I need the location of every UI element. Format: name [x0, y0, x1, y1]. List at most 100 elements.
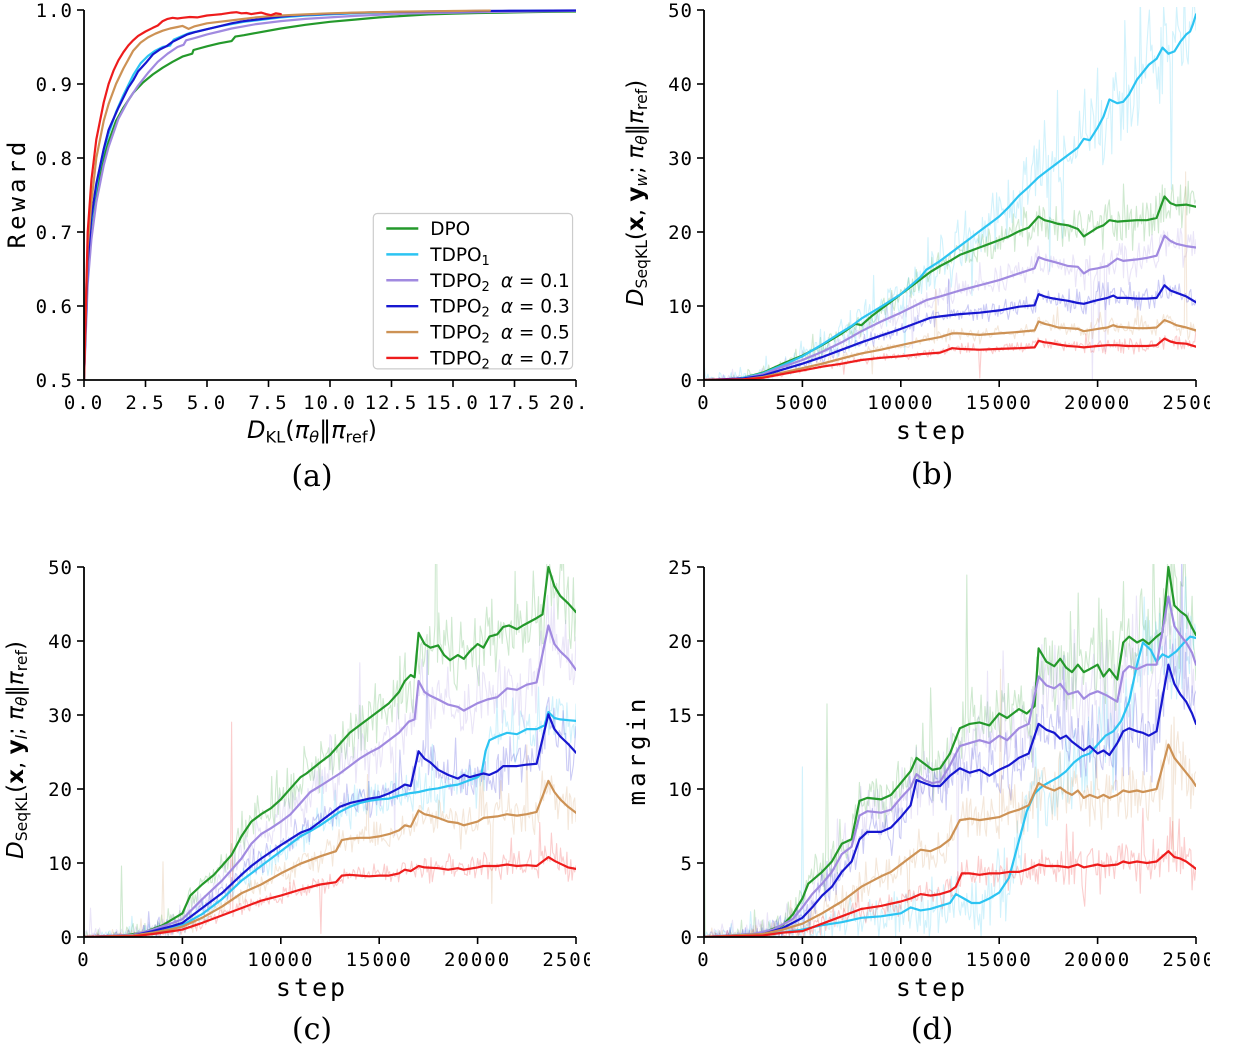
x-tick-label: 20000: [444, 949, 511, 971]
label-segment: ‖: [622, 124, 649, 136]
label-segment: ref: [345, 427, 368, 447]
y-axis-label-c: DSeqKL(x, yl; πθ‖πref): [3, 641, 31, 859]
y-axis-label-box-a: Reward: [0, 0, 34, 420]
x-tick-label: 25000: [1162, 392, 1210, 414]
label-segment: ref: [12, 650, 32, 672]
plot-row-b: DSeqKL(x, yw; πθ‖πref) 0 5000 10000 15000 20…: [620, 0, 1210, 420]
x-tick-label: 20.0: [549, 392, 590, 414]
x-tick-label: 10000: [867, 392, 934, 414]
legend-label: DPO: [430, 219, 470, 240]
label-segment: ref: [632, 88, 652, 111]
y-axis-label-box-b: DSeqKL(x, yw; πθ‖πref): [620, 0, 654, 420]
y-axis-label-b: DSeqKL(x, yw; πθ‖πref): [623, 80, 651, 306]
x-tick-label: 10000: [867, 949, 934, 971]
x-tick-label: 0: [77, 949, 90, 971]
label-segment: ): [2, 641, 29, 651]
x-tick-label: 12.5: [365, 392, 419, 414]
label-segment: D: [246, 416, 266, 444]
y-tick-label: 0.8: [36, 148, 73, 170]
label-segment: π: [331, 416, 346, 444]
y-tick-label: 50: [48, 557, 73, 579]
label-segment: KL: [265, 427, 286, 447]
label-segment: (: [2, 784, 29, 794]
label-segment: θ: [632, 135, 652, 146]
label-segment: θ: [12, 696, 32, 707]
x-tick-label: 15000: [966, 949, 1033, 971]
x-tick-label: 25000: [542, 949, 590, 971]
y-tick-label: 40: [48, 631, 73, 653]
label-segment: step: [895, 416, 969, 445]
label-segment: x: [622, 216, 649, 232]
label-segment: l: [12, 735, 32, 740]
panel-caption-a: (a): [291, 458, 333, 494]
y-tick-label: 0: [681, 927, 693, 949]
chart-c-canvas: 0 5000 10000 15000 20000 25000 0 10 20 30 40 50: [48, 557, 590, 971]
y-tick-label: 30: [668, 148, 693, 170]
y-tick-label: 20: [668, 631, 693, 653]
label-segment: ;: [2, 720, 29, 736]
x-tick-label: 7.5: [248, 392, 288, 414]
y-tick-label: 0.9: [36, 74, 73, 96]
plot-row-a: Reward 0.02.55.07.510.012.515.017.520.00…: [0, 0, 590, 420]
chart-a-canvas: 0.0 2.5 5.0 7.5 10.0 12.5 15.0 17.5 20.0 0.5 0.6 0.…: [36, 0, 590, 414]
y-axis-label-box-c: DSeqKL(x, yl; πθ‖πref): [0, 557, 34, 977]
x-axis-label-d: step: [654, 973, 1210, 1002]
label-segment: margin: [623, 694, 651, 806]
panel-c: DSeqKL(x, yl; πθ‖πref) 0 5000 10000 15000 20…: [0, 515, 620, 1047]
y-tick-label: 50: [668, 0, 693, 22]
x-tick-label: 0.0: [64, 392, 104, 414]
legend-label: TDPO2 α = 0.7: [429, 348, 569, 372]
y-axis-label-a: Reward: [3, 138, 31, 249]
legend-label: TDPO2 α = 0.1: [429, 271, 569, 295]
y-tick-label: 30: [48, 705, 73, 727]
label-segment: w: [632, 174, 652, 187]
x-axis-label-b: step: [654, 416, 1210, 445]
y-tick-label: 0.7: [36, 222, 73, 244]
y-tick-label: 10: [668, 296, 693, 318]
x-tick-label: 15.0: [426, 392, 480, 414]
panel-d: margin 0 5000 10000 15000 20000 25000 0 5 10 15 20…: [620, 515, 1242, 1047]
legend-label: TDPO2 α = 0.3: [429, 297, 569, 321]
label-segment: y: [2, 739, 29, 755]
label-segment: π: [2, 671, 29, 686]
label-segment: ): [367, 416, 378, 444]
x-tick-label: 0: [697, 949, 710, 971]
label-segment: θ: [309, 427, 320, 447]
x-axis-label-c: step: [34, 973, 590, 1002]
label-segment: D: [2, 841, 29, 860]
x-tick-label: 10.0: [303, 392, 357, 414]
label-segment: SeqKL: [12, 793, 32, 842]
y-axis-label-d: margin: [623, 695, 651, 806]
panel-caption-d: (d): [910, 1012, 954, 1047]
label-segment: π: [294, 416, 310, 444]
label-segment: π: [622, 110, 649, 125]
x-tick-label: 15000: [966, 392, 1033, 414]
legend-label: TDPO1: [429, 245, 490, 269]
x-tick-label: 25000: [1162, 949, 1210, 971]
label-segment: ,: [622, 201, 649, 217]
chart-d-canvas: 0 5000 10000 15000 20000 25000 0 5 10 15 20 25: [668, 557, 1210, 971]
label-segment: ‖: [2, 685, 29, 697]
label-segment: y: [622, 186, 649, 202]
y-tick-label: 0.6: [36, 296, 73, 318]
y-tick-label: 10: [668, 779, 693, 801]
label-segment: ‖: [319, 416, 332, 444]
panel-a: Reward 0.02.55.07.510.012.515.017.520.00…: [0, 0, 620, 515]
panel-b: DSeqKL(x, yw; πθ‖πref) 0 5000 10000 15000 20…: [620, 0, 1242, 515]
label-segment: ;: [622, 158, 649, 175]
x-tick-label: 5.0: [187, 392, 227, 414]
plot-row-d: margin 0 5000 10000 15000 20000 25000 0 5 10 15 20…: [620, 557, 1210, 977]
x-tick-label: 15000: [346, 949, 413, 971]
x-tick-label: 10000: [247, 949, 314, 971]
plot-row-c: DSeqKL(x, yl; πθ‖πref) 0 5000 10000 15000 20…: [0, 557, 590, 977]
label-segment: ): [622, 79, 649, 89]
label-segment: ,: [2, 754, 29, 770]
y-tick-label: 0: [681, 370, 693, 392]
y-tick-label: 1.0: [36, 0, 73, 22]
y-tick-label: 20: [668, 222, 693, 244]
label-segment: x: [2, 769, 29, 785]
label-segment: D: [622, 288, 649, 307]
label-segment: Reward: [3, 137, 31, 249]
